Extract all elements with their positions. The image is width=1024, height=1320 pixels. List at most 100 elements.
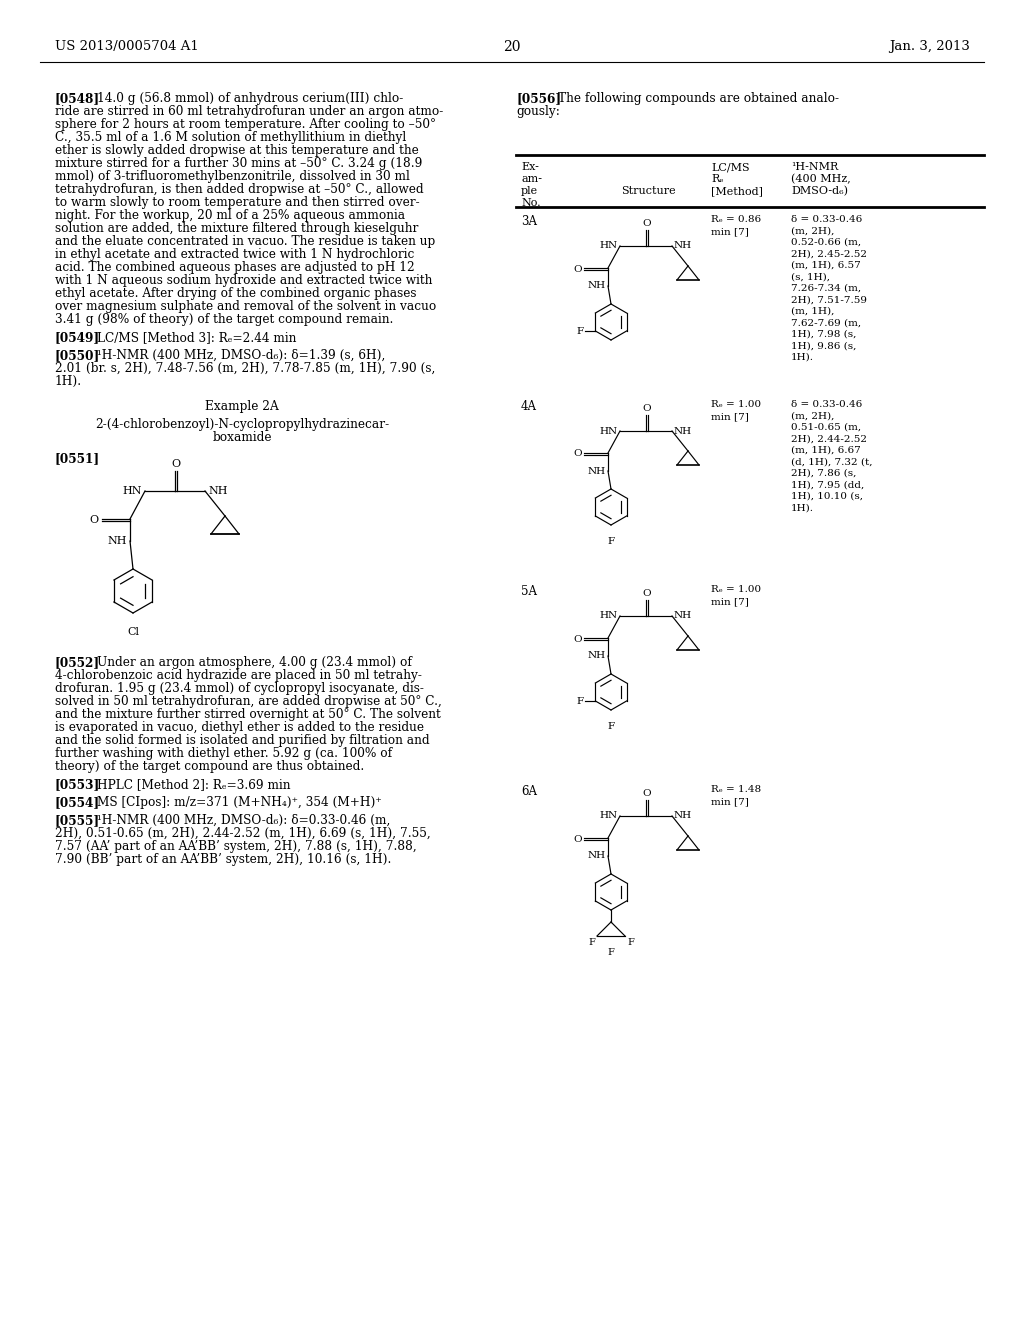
Text: HPLC [Method 2]: Rₑ=3.69 min: HPLC [Method 2]: Rₑ=3.69 min — [97, 777, 291, 791]
Text: 1H), 7.98 (s,: 1H), 7.98 (s, — [791, 330, 856, 339]
Text: 1H).: 1H). — [791, 503, 814, 512]
Text: 2H), 7.51-7.59: 2H), 7.51-7.59 — [791, 296, 867, 305]
Text: 7.26-7.34 (m,: 7.26-7.34 (m, — [791, 284, 861, 293]
Text: Rₑ = 1.00: Rₑ = 1.00 — [711, 400, 761, 409]
Text: 2-(4-chlorobenzoyl)-N-cyclopropylhydrazinecar-: 2-(4-chlorobenzoyl)-N-cyclopropylhydrazi… — [95, 418, 389, 432]
Text: and the eluate concentrated in vacuo. The residue is taken up: and the eluate concentrated in vacuo. Th… — [55, 235, 435, 248]
Text: HN: HN — [600, 242, 618, 251]
Text: 1H), 10.10 (s,: 1H), 10.10 (s, — [791, 492, 863, 502]
Text: am-: am- — [521, 174, 542, 183]
Text: DMSO-d₆): DMSO-d₆) — [791, 186, 848, 197]
Text: HN: HN — [600, 426, 618, 436]
Text: ¹H-NMR (400 MHz, DMSO-d₆): δ=1.39 (s, 6H),: ¹H-NMR (400 MHz, DMSO-d₆): δ=1.39 (s, 6H… — [97, 348, 385, 362]
Text: min [7]: min [7] — [711, 412, 749, 421]
Text: F: F — [577, 326, 584, 335]
Text: O: O — [643, 219, 651, 228]
Text: (m, 1H), 6.57: (m, 1H), 6.57 — [791, 261, 861, 271]
Text: theory) of the target compound are thus obtained.: theory) of the target compound are thus … — [55, 760, 365, 774]
Text: F: F — [577, 697, 584, 705]
Text: 0.51-0.65 (m,: 0.51-0.65 (m, — [791, 422, 861, 432]
Text: 0.52-0.66 (m,: 0.52-0.66 (m, — [791, 238, 861, 247]
Text: NH: NH — [208, 486, 227, 496]
Text: O: O — [573, 635, 582, 644]
Text: [0549]: [0549] — [55, 331, 100, 345]
Text: MS [CIpos]: m/z=371 (M+NH₄)⁺, 354 (M+H)⁺: MS [CIpos]: m/z=371 (M+NH₄)⁺, 354 (M+H)⁺ — [97, 796, 382, 809]
Text: (m, 1H), 6.67: (m, 1H), 6.67 — [791, 446, 861, 455]
Text: [0552]: [0552] — [55, 656, 100, 669]
Text: tetrahydrofuran, is then added dropwise at –50° C., allowed: tetrahydrofuran, is then added dropwise … — [55, 183, 424, 195]
Text: F: F — [627, 939, 634, 946]
Text: ethyl acetate. After drying of the combined organic phases: ethyl acetate. After drying of the combi… — [55, 286, 417, 300]
Text: (m, 2H),: (m, 2H), — [791, 227, 835, 235]
Text: [0553]: [0553] — [55, 777, 100, 791]
Text: HN: HN — [600, 611, 618, 620]
Text: is evaporated in vacuo, diethyl ether is added to the residue: is evaporated in vacuo, diethyl ether is… — [55, 721, 424, 734]
Text: 1H).: 1H). — [791, 352, 814, 362]
Text: 2H), 7.86 (s,: 2H), 7.86 (s, — [791, 469, 856, 478]
Text: ¹H-NMR (400 MHz, DMSO-d₆): δ=0.33-0.46 (m,: ¹H-NMR (400 MHz, DMSO-d₆): δ=0.33-0.46 (… — [97, 814, 390, 828]
Text: HN: HN — [600, 812, 618, 821]
Text: Rₑ = 0.86: Rₑ = 0.86 — [711, 215, 761, 224]
Text: 4-chlorobenzoic acid hydrazide are placed in 50 ml tetrahy-: 4-chlorobenzoic acid hydrazide are place… — [55, 669, 422, 682]
Text: gously:: gously: — [516, 106, 560, 117]
Text: and the solid formed is isolated and purified by filtration and: and the solid formed is isolated and pur… — [55, 734, 430, 747]
Text: 20: 20 — [503, 40, 521, 54]
Text: 2H), 2.45-2.52: 2H), 2.45-2.52 — [791, 249, 867, 259]
Text: drofuran. 1.95 g (23.4 mmol) of cyclopropyl isocyanate, dis-: drofuran. 1.95 g (23.4 mmol) of cyclopro… — [55, 682, 424, 696]
Text: NH: NH — [674, 812, 692, 821]
Text: Structure: Structure — [621, 186, 676, 195]
Text: min [7]: min [7] — [711, 597, 749, 606]
Text: [Method]: [Method] — [711, 186, 763, 195]
Text: 4A: 4A — [521, 400, 537, 413]
Text: boxamide: boxamide — [212, 432, 271, 444]
Text: ride are stirred in 60 ml tetrahydrofuran under an argon atmo-: ride are stirred in 60 ml tetrahydrofura… — [55, 106, 443, 117]
Text: F: F — [607, 537, 614, 546]
Text: NH: NH — [674, 426, 692, 436]
Text: [0555]: [0555] — [55, 814, 100, 828]
Text: sphere for 2 hours at room temperature. After cooling to –50°: sphere for 2 hours at room temperature. … — [55, 117, 436, 131]
Text: 5A: 5A — [521, 585, 537, 598]
Text: O: O — [573, 834, 582, 843]
Text: to warm slowly to room temperature and then stirred over-: to warm slowly to room temperature and t… — [55, 195, 420, 209]
Text: solution are added, the mixture filtered through kieselguhr: solution are added, the mixture filtered… — [55, 222, 419, 235]
Text: O: O — [643, 789, 651, 799]
Text: F: F — [588, 939, 595, 946]
Text: C., 35.5 ml of a 1.6 M solution of methyllithium in diethyl: C., 35.5 ml of a 1.6 M solution of methy… — [55, 131, 407, 144]
Text: (s, 1H),: (s, 1H), — [791, 272, 830, 281]
Text: 3A: 3A — [521, 215, 537, 228]
Text: HN: HN — [123, 486, 142, 496]
Text: 2H), 0.51-0.65 (m, 2H), 2.44-2.52 (m, 1H), 6.69 (s, 1H), 7.55,: 2H), 0.51-0.65 (m, 2H), 2.44-2.52 (m, 1H… — [55, 828, 431, 840]
Text: No.: No. — [521, 198, 541, 209]
Text: 14.0 g (56.8 mmol) of anhydrous cerium(III) chlo-: 14.0 g (56.8 mmol) of anhydrous cerium(I… — [97, 92, 403, 106]
Text: NH: NH — [108, 536, 127, 546]
Text: 1H), 7.95 (dd,: 1H), 7.95 (dd, — [791, 480, 864, 490]
Text: further washing with diethyl ether. 5.92 g (ca. 100% of: further washing with diethyl ether. 5.92… — [55, 747, 392, 760]
Text: F: F — [607, 722, 614, 731]
Text: ether is slowly added dropwise at this temperature and the: ether is slowly added dropwise at this t… — [55, 144, 419, 157]
Text: Cl: Cl — [127, 627, 139, 638]
Text: min [7]: min [7] — [711, 227, 749, 236]
Text: O: O — [171, 459, 180, 469]
Text: (400 MHz,: (400 MHz, — [791, 174, 851, 185]
Text: (m, 2H),: (m, 2H), — [791, 412, 835, 421]
Text: (m, 1H),: (m, 1H), — [791, 308, 835, 315]
Text: mmol) of 3-trifluoromethylbenzonitrile, dissolved in 30 ml: mmol) of 3-trifluoromethylbenzonitrile, … — [55, 170, 410, 183]
Text: 7.57 (AA’ part of an AA’BB’ system, 2H), 7.88 (s, 1H), 7.88,: 7.57 (AA’ part of an AA’BB’ system, 2H),… — [55, 840, 417, 853]
Text: Rₑ = 1.48: Rₑ = 1.48 — [711, 785, 761, 795]
Text: ple: ple — [521, 186, 539, 195]
Text: O: O — [573, 450, 582, 458]
Text: acid. The combined aqueous phases are adjusted to pH 12: acid. The combined aqueous phases are ad… — [55, 261, 415, 275]
Text: 1H).: 1H). — [55, 375, 82, 388]
Text: 1H), 9.86 (s,: 1H), 9.86 (s, — [791, 342, 856, 351]
Text: Jan. 3, 2013: Jan. 3, 2013 — [889, 40, 970, 53]
Text: NH: NH — [674, 242, 692, 251]
Text: solved in 50 ml tetrahydrofuran, are added dropwise at 50° C.,: solved in 50 ml tetrahydrofuran, are add… — [55, 696, 442, 708]
Text: 7.90 (BB’ part of an AA’BB’ system, 2H), 10.16 (s, 1H).: 7.90 (BB’ part of an AA’BB’ system, 2H),… — [55, 853, 391, 866]
Text: US 2013/0005704 A1: US 2013/0005704 A1 — [55, 40, 199, 53]
Text: Example 2A: Example 2A — [205, 400, 279, 413]
Text: O: O — [643, 404, 651, 413]
Text: F: F — [607, 948, 614, 957]
Text: O: O — [573, 264, 582, 273]
Text: LC/MS: LC/MS — [711, 162, 750, 172]
Text: Under an argon atmosphere, 4.00 g (23.4 mmol) of: Under an argon atmosphere, 4.00 g (23.4 … — [97, 656, 412, 669]
